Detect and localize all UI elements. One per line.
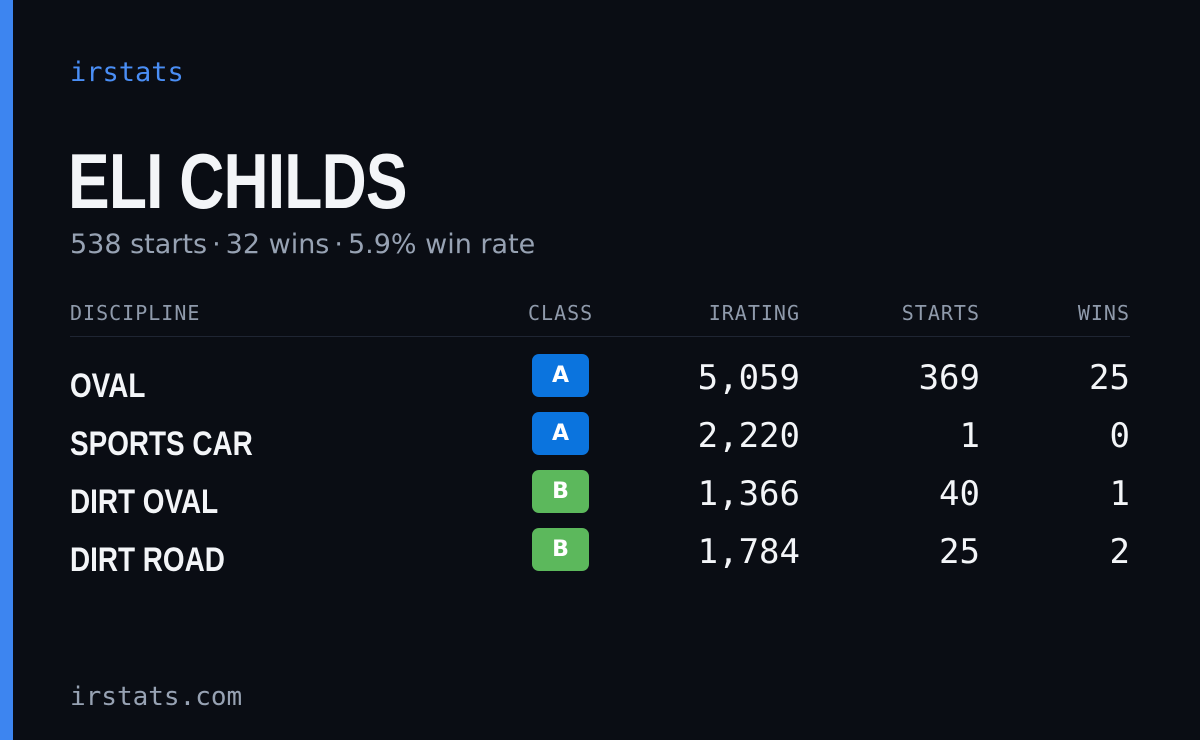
header-starts: STARTS: [901, 301, 980, 325]
summary-separator: ·: [334, 229, 343, 260]
header-irating: IRATING: [708, 301, 800, 325]
win-rate: 5.9% win rate: [347, 229, 536, 260]
total-starts: 538 starts: [70, 229, 208, 260]
table-row-dirt-oval: DIRT OVAL B 1,366 40 1: [70, 470, 1130, 528]
table-row-sports-car: SPORTS CAR A 2,220 1 0: [70, 412, 1130, 470]
row-wins: 25: [1089, 358, 1130, 398]
accent-bar: [0, 0, 13, 740]
row-starts: 1: [959, 416, 980, 456]
table-row-dirt-road: DIRT ROAD B 1,784 25 2: [70, 528, 1130, 586]
row-starts: 25: [939, 532, 980, 572]
class-badge: A: [532, 354, 589, 397]
total-wins: 32 wins: [225, 229, 330, 260]
header-discipline: DISCIPLINE: [70, 301, 201, 325]
row-wins: 2: [1109, 532, 1130, 572]
row-starts: 40: [939, 474, 980, 514]
driver-summary: 538 starts · 32 wins · 5.9% win rate: [70, 228, 535, 262]
row-irating: 5,059: [697, 358, 800, 398]
class-badge: B: [532, 470, 589, 513]
row-starts: 369: [918, 358, 980, 398]
summary-separator: ·: [212, 229, 221, 260]
row-wins: 1: [1109, 474, 1130, 514]
table-row-oval: OVAL A 5,059 369 25: [70, 354, 1130, 412]
row-discipline: OVAL: [70, 367, 146, 405]
footer-site-link[interactable]: irstats.com: [70, 682, 243, 712]
row-irating: 2,220: [697, 416, 800, 456]
row-discipline: DIRT ROAD: [70, 541, 225, 579]
row-wins: 0: [1109, 416, 1130, 456]
brand-logo-text[interactable]: irstats: [70, 57, 184, 88]
row-discipline: DIRT OVAL: [70, 483, 219, 521]
row-irating: 1,784: [697, 532, 800, 572]
driver-name: ELI CHILDS: [68, 137, 407, 225]
class-badge: A: [532, 412, 589, 455]
row-irating: 1,366: [697, 474, 800, 514]
table-header: DISCIPLINE CLASS IRATING STARTS WINS: [70, 300, 1130, 337]
header-class: CLASS: [528, 301, 594, 325]
header-wins: WINS: [1077, 301, 1130, 325]
row-discipline: SPORTS CAR: [70, 425, 253, 463]
class-badge: B: [532, 528, 589, 571]
